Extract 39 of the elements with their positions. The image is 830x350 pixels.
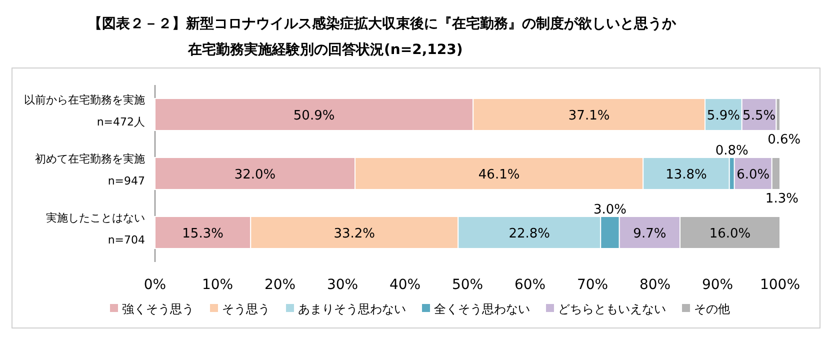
data-label: 3.0%: [593, 202, 627, 218]
x-tick-label: 60%: [514, 277, 546, 293]
x-tick-label: 10%: [202, 277, 234, 293]
chart-title: 【図表２－２】新型コロナウイルス感染症拡大収束後に『在宅勤務』の制度が欲しいと思うか: [88, 15, 677, 32]
legend-label: その他: [694, 302, 730, 316]
x-tick-label: 100%: [760, 277, 800, 293]
y-tick-label: 実施したことはない n=704: [46, 212, 145, 246]
x-tick-label: 40%: [389, 277, 421, 293]
data-label: 37.1%: [568, 108, 610, 124]
legend-label: そう思う: [222, 302, 270, 316]
data-label: 0.8%: [715, 144, 748, 158]
x-tick-label: 90%: [702, 277, 734, 293]
data-label: 16.0%: [709, 226, 751, 242]
data-label: 1.3%: [765, 192, 798, 206]
x-tick-label: 20%: [264, 277, 296, 293]
data-label: 15.3%: [182, 226, 224, 242]
x-tick-label: 30%: [326, 277, 358, 293]
data-label: 9.7%: [633, 226, 666, 242]
data-label: 46.1%: [478, 168, 520, 182]
x-tick-label: 50%: [452, 277, 484, 293]
data-label: 32.0%: [234, 168, 276, 182]
chart-subtitle: 在宅勤務実施経験別の回答状況(n=2,123): [187, 41, 463, 58]
data-label: 5.5%: [742, 108, 776, 124]
data-label: 5.9%: [706, 108, 740, 124]
y-tick-label: 以前から在宅勤務を実施 n=472人: [24, 94, 145, 128]
y-tick-label: 初めて在宅勤務を実施 n=947: [35, 152, 145, 188]
x-tick-label: 0%: [144, 277, 166, 293]
data-label: 33.2%: [334, 226, 376, 242]
legend-label: 強くそう思う: [122, 302, 194, 316]
data-label: 22.8%: [508, 226, 550, 242]
x-tick-label: 70%: [576, 277, 608, 293]
data-label: 13.8%: [666, 168, 707, 182]
x-tick-label: 80%: [639, 277, 671, 293]
legend-label: 全くそう思わない: [434, 302, 530, 316]
data-label: 0.6%: [768, 132, 801, 148]
legend-label: あまりそう思わない: [298, 302, 406, 316]
legend-label: どちらともいえない: [558, 302, 666, 316]
data-label: 50.9%: [293, 108, 335, 124]
data-label: 6.0%: [736, 168, 770, 182]
